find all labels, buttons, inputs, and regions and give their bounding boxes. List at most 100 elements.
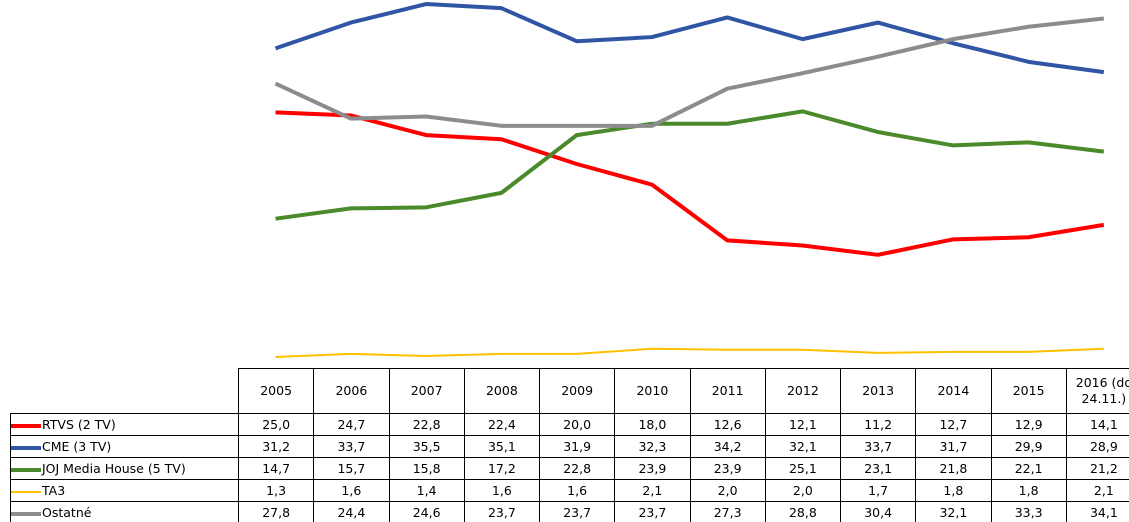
series-name: CME (3 TV) <box>42 439 112 454</box>
series-name: RTVS (2 TV) <box>42 417 116 432</box>
corner-cell <box>10 368 239 414</box>
year-header: 2013 <box>839 368 917 414</box>
line-chart <box>274 2 1105 358</box>
value-cell: 21,2 <box>1065 457 1129 480</box>
year-header: 2010 <box>614 368 691 414</box>
value-cell: 15,8 <box>388 457 465 480</box>
value-cell: 33,7 <box>313 435 390 458</box>
value-cell: 15,7 <box>313 457 390 480</box>
value-cell: 28,8 <box>764 501 842 522</box>
value-cell: 31,7 <box>915 435 992 458</box>
series-cell: RTVS (2 TV) <box>10 413 239 436</box>
value-cell: 1,7 <box>839 479 917 502</box>
year-header: 2015 <box>990 368 1067 414</box>
series-cell: TA3 <box>10 479 239 502</box>
year-header: 2011 <box>689 368 766 414</box>
series-line <box>274 2 1105 75</box>
value-cell: 27,8 <box>237 501 315 522</box>
series-cell: Ostatné <box>10 501 239 522</box>
header-row: 2005 2006 2007 2008 2009 2010 2011 2012 2013 2014… <box>10 368 1129 414</box>
value-cell: 35,5 <box>388 435 465 458</box>
series-name: JOJ Media House (5 TV) <box>42 461 186 476</box>
value-cell: 2,1 <box>1065 479 1129 502</box>
value-cell: 1,3 <box>237 479 315 502</box>
value-cell: 14,1 <box>1065 413 1129 436</box>
value-cell: 30,4 <box>839 501 917 522</box>
value-cell: 2,0 <box>689 479 766 502</box>
value-cell: 22,8 <box>388 413 465 436</box>
data-row: TA3 1,3 1,6 1,4 1,6 1,6 2,1 2,0 2,0 1,7 1,8 1,8 2,1 <box>10 479 1129 502</box>
series-line <box>274 16 1105 128</box>
value-cell: 17,2 <box>463 457 541 480</box>
value-cell: 1,6 <box>313 479 390 502</box>
value-cell: 24,7 <box>313 413 390 436</box>
value-cell: 33,3 <box>990 501 1067 522</box>
value-cell: 21,8 <box>915 457 992 480</box>
value-cell: 32,1 <box>915 501 992 522</box>
value-cell: 23,1 <box>839 457 917 480</box>
value-cell: 1,6 <box>463 479 541 502</box>
value-cell: 12,7 <box>915 413 992 436</box>
year-header: 2007 <box>388 368 465 414</box>
series-name: TA3 <box>42 483 66 498</box>
year-header: 2016 (do 24.11.) <box>1065 368 1129 414</box>
value-cell: 32,3 <box>614 435 691 458</box>
data-row: JOJ Media House (5 TV) 14,7 15,7 15,8 17,2 22… <box>10 457 1129 480</box>
series-line <box>275 347 1104 358</box>
series-line <box>275 110 1105 257</box>
value-cell: 1,8 <box>990 479 1067 502</box>
value-cell: 23,9 <box>689 457 766 480</box>
value-cell: 31,9 <box>538 435 616 458</box>
value-cell: 35,1 <box>463 435 541 458</box>
series-line <box>275 109 1105 221</box>
legend-swatch <box>11 490 41 493</box>
value-cell: 23,7 <box>463 501 541 522</box>
value-cell: 23,7 <box>614 501 691 522</box>
series-cell: JOJ Media House (5 TV) <box>10 457 239 480</box>
value-cell: 27,3 <box>689 501 766 522</box>
value-cell: 12,1 <box>764 413 842 436</box>
value-cell: 25,0 <box>237 413 315 436</box>
data-row: RTVS (2 TV) 25,0 24,7 22,8 22,4 20,0 18,0 12,6 1… <box>10 413 1129 436</box>
value-cell: 11,2 <box>839 413 917 436</box>
legend-swatch <box>11 511 41 516</box>
value-cell: 2,0 <box>764 479 842 502</box>
legend-swatch <box>11 423 41 428</box>
value-cell: 34,1 <box>1065 501 1129 522</box>
data-row: CME (3 TV) 31,2 33,7 35,5 35,1 31,9 32,3 34,2 32… <box>10 435 1129 458</box>
value-cell: 22,8 <box>538 457 616 480</box>
value-cell: 33,7 <box>839 435 917 458</box>
year-header: 2009 <box>538 368 616 414</box>
year-header: 2014 <box>915 368 992 414</box>
value-cell: 31,2 <box>237 435 315 458</box>
year-header: 2006 <box>313 368 390 414</box>
value-cell: 24,4 <box>313 501 390 522</box>
value-cell: 23,9 <box>614 457 691 480</box>
value-cell: 32,1 <box>764 435 842 458</box>
value-cell: 1,6 <box>538 479 616 502</box>
year-header: 2012 <box>764 368 842 414</box>
year-header: 2005 <box>237 368 315 414</box>
series-name: Ostatné <box>42 505 92 520</box>
value-cell: 23,7 <box>538 501 616 522</box>
data-table: 2005 2006 2007 2008 2009 2010 2011 2012 2013 2014… <box>10 368 1129 522</box>
value-cell: 12,9 <box>990 413 1067 436</box>
legend-swatch <box>11 467 41 472</box>
value-cell: 28,9 <box>1065 435 1129 458</box>
year-header: 2008 <box>463 368 541 414</box>
value-cell: 24,6 <box>388 501 465 522</box>
value-cell: 22,4 <box>463 413 541 436</box>
value-cell: 18,0 <box>614 413 691 436</box>
value-cell: 2,1 <box>614 479 691 502</box>
value-cell: 29,9 <box>990 435 1067 458</box>
value-cell: 25,1 <box>764 457 842 480</box>
value-cell: 34,2 <box>689 435 766 458</box>
value-cell: 1,4 <box>388 479 465 502</box>
value-cell: 22,1 <box>990 457 1067 480</box>
series-cell: CME (3 TV) <box>10 435 239 458</box>
legend-swatch <box>11 445 41 450</box>
value-cell: 12,6 <box>689 413 766 436</box>
value-cell: 1,8 <box>915 479 992 502</box>
value-cell: 14,7 <box>237 457 315 480</box>
